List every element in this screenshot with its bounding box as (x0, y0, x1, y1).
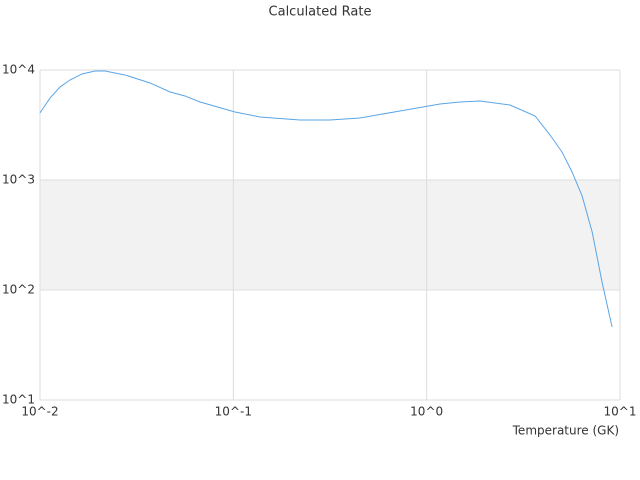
x-axis-label: Temperature (GK) (512, 424, 619, 438)
x-tick-label: 10^-1 (215, 405, 252, 419)
y-tick-label: 10^1 (2, 393, 35, 407)
y-tick-label: 10^3 (2, 173, 35, 187)
y-tick-label: 10^2 (2, 283, 35, 297)
band (40, 180, 620, 290)
x-tick-label: 10^-2 (21, 405, 58, 419)
x-tick-label: 10^1 (604, 405, 637, 419)
line (39, 70, 613, 328)
x-tick-label: 10^0 (410, 405, 443, 419)
chart-title: Calculated Rate (269, 5, 372, 20)
y-tick-label: 10^4 (2, 63, 35, 77)
